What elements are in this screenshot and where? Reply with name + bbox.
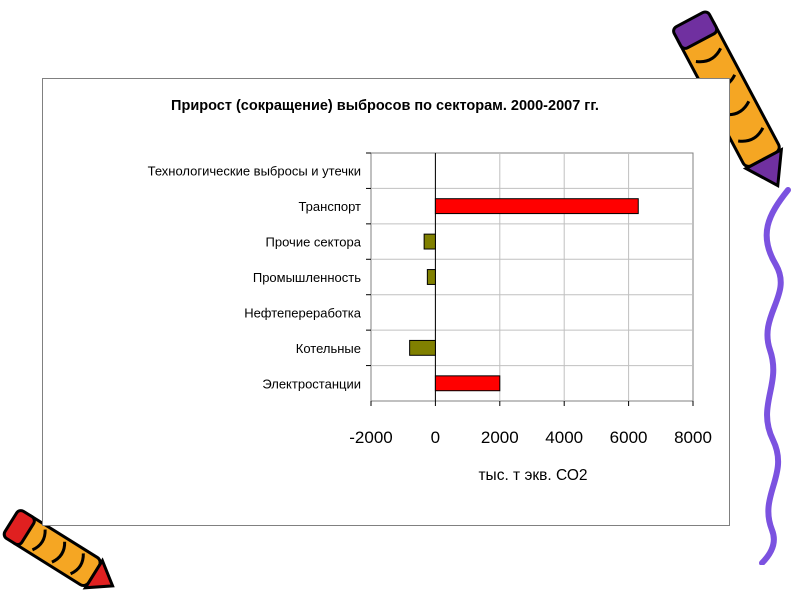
x-axis-label: тыс. т экв. СО2 [478, 467, 587, 484]
category-label: Электростанции [262, 376, 361, 391]
bar [423, 233, 436, 250]
category-label: Технологические выбросы и утечки [148, 164, 361, 179]
bar [434, 198, 639, 215]
x-tick-label: 0 [431, 428, 440, 447]
x-tick-label: 6000 [610, 428, 648, 447]
x-tick-label: 8000 [674, 428, 712, 447]
x-tick-label: 2000 [481, 428, 519, 447]
bar [426, 269, 436, 285]
category-label: Нефтепереработка [244, 305, 362, 320]
plot-border [370, 152, 694, 402]
category-label: Транспорт [298, 199, 361, 214]
bar [409, 339, 436, 356]
x-tick-label: 4000 [545, 428, 583, 447]
x-tick-label: -2000 [349, 428, 392, 447]
chart-title: Прирост (сокращение) выбросов по сектора… [171, 98, 599, 114]
category-label: Промышленность [253, 270, 361, 285]
bar [434, 375, 501, 392]
plot-area: -2000 0 2000 4000 6000 8000 Технологические вы… [148, 152, 712, 447]
crayon-icon [2, 509, 115, 590]
category-label: Котельные [296, 341, 361, 356]
category-label: Прочие сектора [266, 235, 362, 250]
squiggle-line [759, 187, 791, 565]
